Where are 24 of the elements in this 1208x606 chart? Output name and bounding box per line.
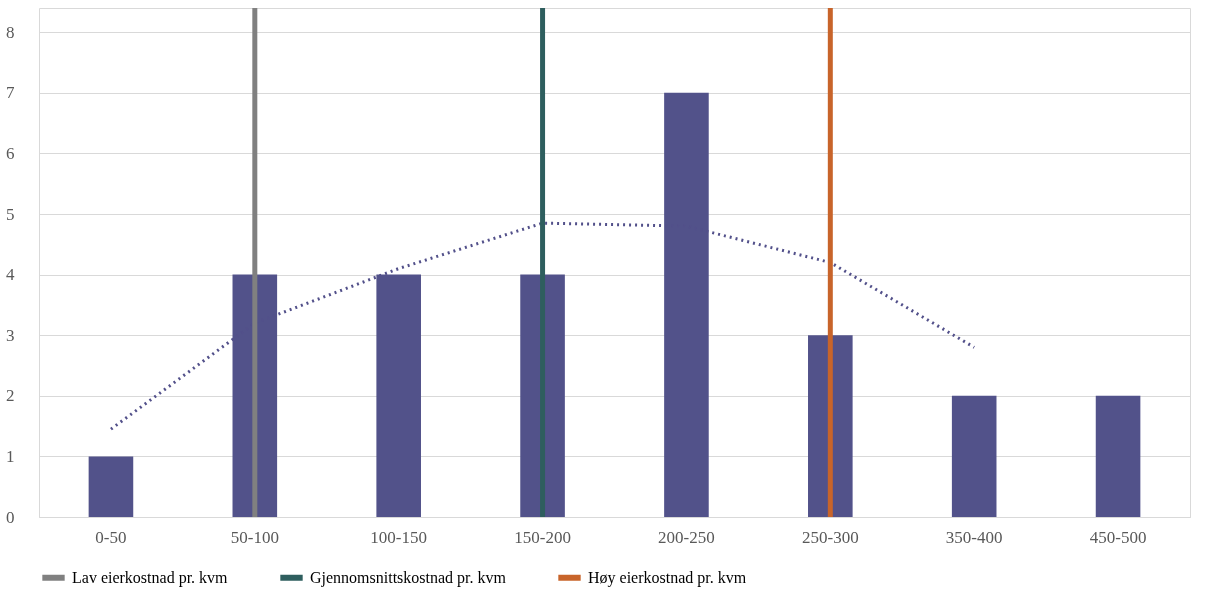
y-tick-label: 5 — [6, 204, 15, 224]
x-tick-label: 150-200 — [514, 527, 571, 547]
legend-label: Lav eierkostnad pr. kvm — [72, 568, 229, 587]
x-tick-label: 200-250 — [658, 527, 715, 547]
y-tick-label: 7 — [6, 83, 15, 103]
y-tick-label: 3 — [6, 325, 15, 345]
y-tick-label: 2 — [6, 386, 15, 406]
y-tick-label: 1 — [6, 446, 15, 466]
x-tick-label: 350-400 — [945, 527, 1003, 547]
bar — [951, 395, 997, 517]
y-tick-label: 8 — [6, 22, 15, 42]
y-tick-label: 6 — [6, 143, 15, 163]
x-tick-label: 450-500 — [1089, 527, 1147, 547]
bar — [1095, 395, 1141, 517]
y-tick-label: 4 — [6, 265, 15, 285]
legend-label: Høy eierkostnad pr. kvm — [588, 568, 747, 587]
x-tick-label: 0-50 — [95, 527, 127, 547]
x-tick-label: 250-300 — [801, 527, 859, 547]
bar — [808, 335, 853, 517]
bar — [88, 456, 134, 517]
y-tick-label: 0 — [6, 507, 15, 527]
x-tick-label: 100-150 — [370, 527, 428, 547]
legend-label: Gjennomsnittskostnad pr. kvm — [310, 568, 507, 587]
x-tick-label: 50-100 — [230, 527, 279, 547]
